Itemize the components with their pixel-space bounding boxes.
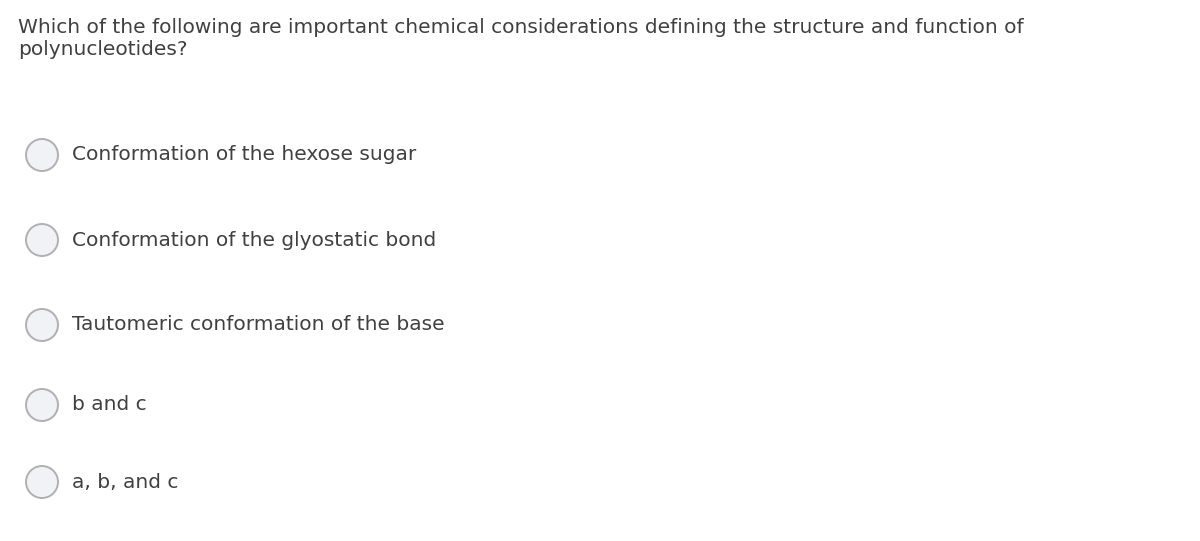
Text: Conformation of the glyostatic bond: Conformation of the glyostatic bond	[72, 230, 437, 249]
Text: polynucleotides?: polynucleotides?	[18, 41, 187, 60]
Ellipse shape	[26, 224, 58, 256]
Ellipse shape	[26, 466, 58, 498]
Text: Tautomeric conformation of the base: Tautomeric conformation of the base	[72, 315, 445, 334]
Text: Conformation of the hexose sugar: Conformation of the hexose sugar	[72, 146, 416, 164]
Text: a, b, and c: a, b, and c	[72, 472, 179, 492]
Ellipse shape	[26, 309, 58, 341]
Ellipse shape	[26, 389, 58, 421]
Ellipse shape	[26, 139, 58, 171]
Text: Which of the following are important chemical considerations defining the struct: Which of the following are important che…	[18, 18, 1024, 37]
Text: b and c: b and c	[72, 395, 146, 414]
